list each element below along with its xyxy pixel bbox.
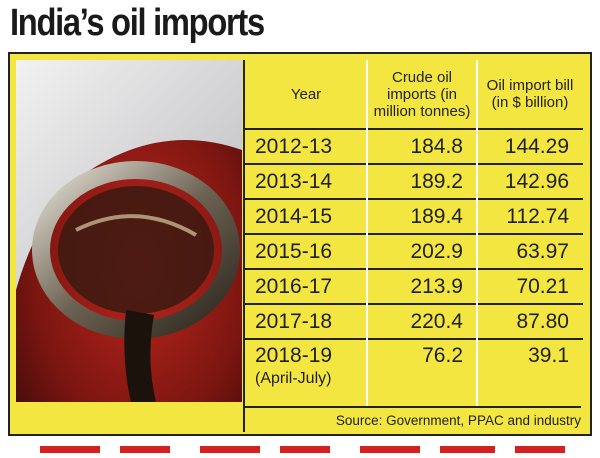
year: 2017-18 — [255, 309, 333, 333]
year: 2013-14 — [255, 169, 333, 193]
value: 142.96 — [504, 169, 569, 193]
red-letters — [40, 446, 565, 453]
table-cell: 76.2 — [367, 338, 477, 406]
column-divider — [366, 60, 368, 406]
table-cell: 189.2 — [367, 163, 477, 198]
table-cell: 112.74 — [477, 198, 583, 233]
table-cell: 189.4 — [367, 198, 477, 233]
table-cell: 87.80 — [477, 303, 583, 338]
column-header: Crude oil imports (in million tonnes) — [373, 68, 471, 120]
value: 112.74 — [506, 204, 569, 228]
value: 87.80 — [516, 309, 569, 333]
value: 63.97 — [516, 239, 569, 263]
column-header: Year — [290, 85, 322, 103]
value: 220.4 — [410, 309, 463, 333]
value: 70.21 — [516, 274, 569, 298]
table-cell: 2014-15 — [245, 198, 367, 233]
column-header: Oil import bill (in $ billion) — [486, 77, 574, 111]
year: 2015-16 — [255, 239, 333, 263]
value: 144.29 — [504, 134, 569, 158]
table-cell: 2015-16 — [245, 233, 367, 268]
table-cell: 2016-17 — [245, 268, 367, 303]
oil-illustration — [16, 60, 242, 402]
table-cell: 2013-14 — [245, 163, 367, 198]
table-cell: 70.21 — [477, 268, 583, 303]
value: 202.9 — [410, 239, 463, 263]
table-cell: 63.97 — [477, 233, 583, 268]
red-banner-fragment — [30, 440, 570, 453]
value: 76.2 — [422, 344, 463, 367]
table-cell: 2018-19 (April-July) — [245, 338, 367, 406]
value: 213.9 — [410, 274, 463, 298]
table-cell: 144.29 — [477, 128, 583, 163]
year: 2018-19 — [255, 344, 333, 367]
value: 189.2 — [410, 169, 463, 193]
source: Source: Government, PPAC and industry — [245, 406, 581, 432]
title: India’s oil imports — [10, 2, 265, 44]
period-note: (April-July) — [255, 370, 332, 387]
value: 39.1 — [528, 344, 569, 367]
table-cell: 213.9 — [367, 268, 477, 303]
year: 2016-17 — [255, 274, 333, 298]
table-cell: 2017-18 — [245, 303, 367, 338]
table-cell: 220.4 — [367, 303, 477, 338]
table-cell: 39.1 — [477, 338, 583, 406]
year: 2012-13 — [255, 134, 333, 158]
table-left-edge — [243, 60, 245, 432]
value: 189.4 — [410, 204, 463, 228]
table-cell: 184.8 — [367, 128, 477, 163]
table-cell: 2012-13 — [245, 128, 367, 163]
value: 184.8 — [410, 134, 463, 158]
table-cell: 142.96 — [477, 163, 583, 198]
table-cell: 202.9 — [367, 233, 477, 268]
year: 2014-15 — [255, 204, 333, 228]
column-divider — [476, 60, 478, 406]
